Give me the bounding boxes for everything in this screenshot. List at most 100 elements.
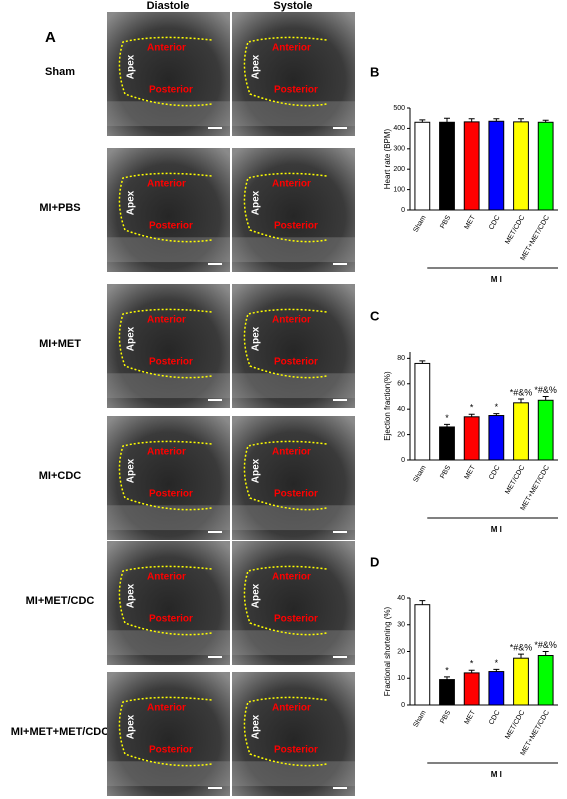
error-bar: [518, 118, 524, 122]
x-tick-label: Sham: [412, 709, 427, 728]
image-speckle: [107, 237, 230, 263]
bar: [488, 415, 505, 461]
image-speckle: [107, 101, 230, 127]
significance-label: *#&%: [534, 640, 557, 650]
wall-outline: [243, 696, 327, 767]
y-tick-label: 200: [393, 166, 405, 173]
wall-outline: [118, 696, 212, 767]
bar: [463, 416, 480, 461]
apex-label: Apex: [251, 714, 262, 739]
significance-label: *#&%: [510, 643, 533, 653]
ultrasound-image: [107, 541, 230, 665]
wall-outline: [118, 565, 212, 636]
column-header: Diastole: [147, 0, 190, 12]
row-label: MI+PBS: [39, 202, 80, 214]
bar: [414, 604, 431, 706]
bar: [537, 121, 554, 211]
y-tick-label: 10: [397, 675, 405, 682]
y-tick-label: 60: [397, 381, 405, 388]
y-axis-label: Fractional shortening (%): [383, 606, 392, 696]
apex-label: Apex: [126, 714, 137, 739]
error-bar: [518, 653, 524, 659]
x-tick-label: MET+MET/CDC: [520, 214, 551, 261]
anterior-label: Anterior: [272, 447, 311, 458]
posterior-label: Posterior: [274, 745, 318, 756]
error-bar: [419, 600, 426, 605]
apex-label: Apex: [126, 326, 137, 351]
x-tick-label: MET: [464, 464, 478, 481]
wall-outline: [243, 440, 327, 511]
wall-outline: [118, 440, 212, 511]
significance-label: *: [470, 403, 474, 413]
apex-label: Apex: [251, 326, 262, 351]
y-tick-label: 80: [397, 355, 405, 362]
error-bar: [493, 668, 500, 672]
anterior-label: Anterior: [147, 315, 186, 326]
ultrasound-image: [107, 148, 230, 272]
anterior-label: Anterior: [147, 447, 186, 458]
error-bar: [542, 651, 549, 656]
x-tick-label: Sham: [412, 464, 427, 483]
anterior-label: Anterior: [147, 703, 186, 714]
posterior-label: Posterior: [274, 221, 318, 232]
bar: [439, 121, 455, 211]
panel-label: B: [370, 64, 379, 79]
y-tick-label: 30: [397, 622, 405, 629]
posterior-label: Posterior: [149, 745, 193, 756]
row-label: Sham: [45, 66, 75, 78]
panel-label: A: [45, 29, 56, 46]
error-bar: [419, 360, 426, 364]
image-speckle: [107, 630, 230, 656]
y-tick-label: 0: [401, 702, 405, 709]
apex-label: Apex: [126, 458, 137, 483]
bar: [537, 399, 554, 461]
group-label: M I: [491, 525, 502, 534]
y-tick-label: 0: [401, 207, 405, 214]
significance-label: *: [445, 413, 449, 423]
ultrasound-image: [232, 416, 355, 540]
y-tick-label: 20: [397, 648, 405, 655]
panel-label: C: [370, 308, 380, 323]
apex-label: Apex: [126, 583, 137, 608]
x-tick-label: MET+MET/CDC: [520, 709, 551, 756]
posterior-label: Posterior: [274, 357, 318, 368]
row-label: MI+MET: [39, 338, 81, 350]
y-tick-label: 0: [401, 457, 405, 464]
group-label: M I: [491, 770, 502, 779]
wall-outline: [118, 308, 212, 379]
anterior-label: Anterior: [147, 43, 186, 54]
x-tick-label: MET: [464, 709, 478, 726]
x-tick-label: MET+MET/CDC: [520, 464, 551, 511]
bar: [513, 121, 529, 211]
y-axis-label: Heart rate (BPM): [383, 128, 392, 189]
ultrasound-image: [107, 12, 230, 136]
y-tick-label: 40: [397, 595, 405, 602]
y-tick-label: 100: [393, 186, 405, 193]
bar: [463, 672, 480, 706]
apex-label: Apex: [251, 583, 262, 608]
significance-label: *#&%: [510, 387, 533, 397]
row-label: MI+MET/CDC: [26, 595, 95, 607]
x-tick-label: MET/CDC: [504, 709, 526, 740]
y-axis-label: Ejection fraction(%): [383, 371, 392, 441]
bar: [414, 121, 431, 211]
x-tick-label: CDC: [488, 214, 502, 231]
significance-label: *: [445, 665, 449, 675]
bar: [439, 426, 455, 461]
image-speckle: [107, 373, 230, 399]
bar: [488, 120, 505, 211]
error-bar: [468, 118, 475, 122]
x-tick-label: CDC: [488, 709, 502, 726]
ultrasound-image: [107, 672, 230, 796]
anterior-label: Anterior: [272, 179, 311, 190]
significance-label: *: [495, 402, 499, 412]
error-bar: [542, 395, 549, 401]
x-tick-label: PBS: [439, 464, 452, 480]
posterior-label: Posterior: [149, 614, 193, 625]
posterior-label: Posterior: [149, 221, 193, 232]
y-tick-label: 40: [397, 406, 405, 413]
y-tick-label: 500: [393, 105, 405, 112]
error-bar: [419, 119, 426, 123]
anterior-label: Anterior: [272, 315, 311, 326]
